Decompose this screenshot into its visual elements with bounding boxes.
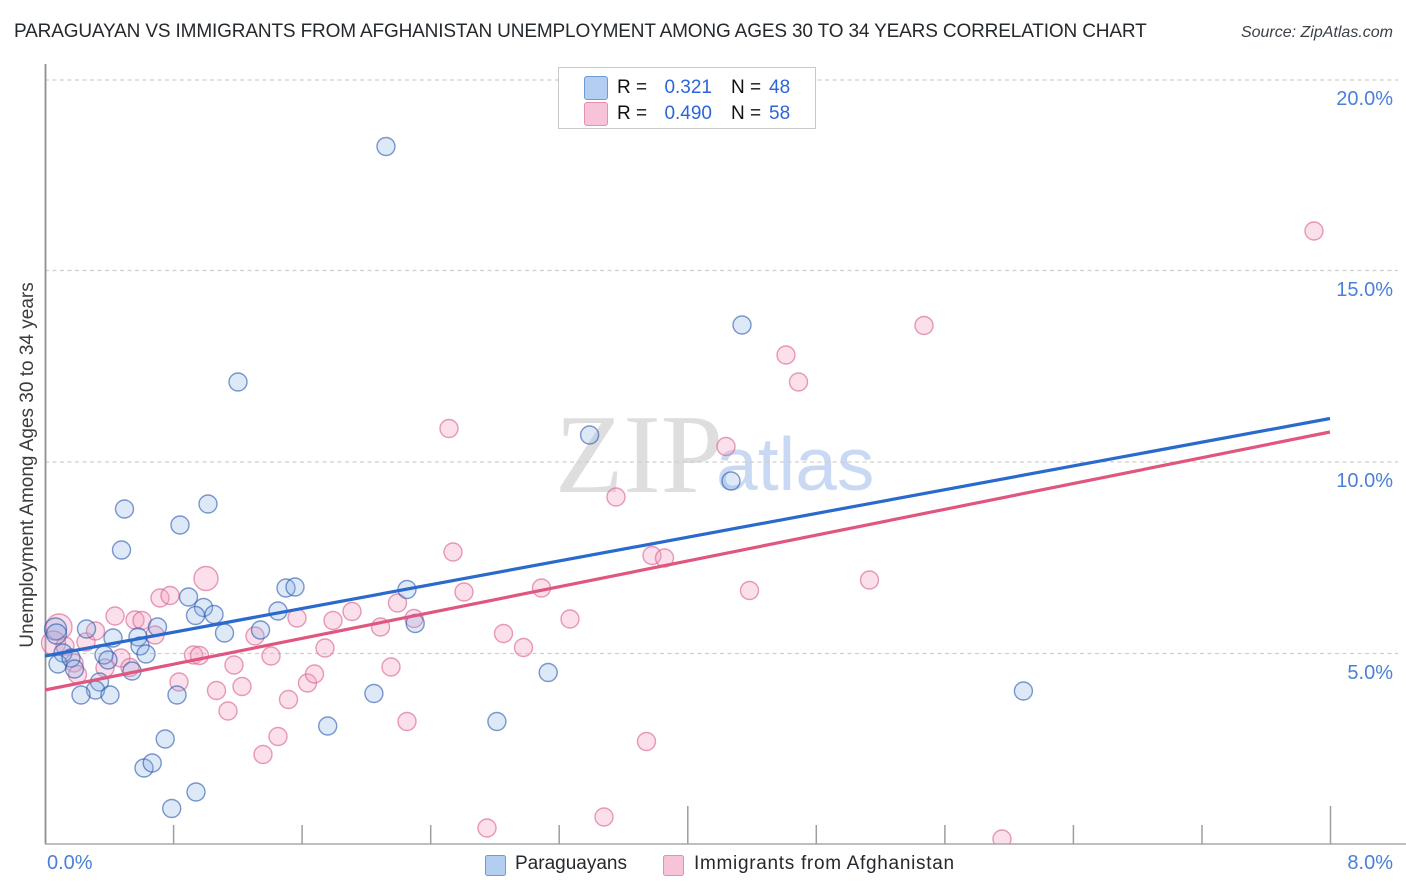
svg-text:ZIP: ZIP <box>555 393 723 517</box>
svg-text:atlas: atlas <box>716 422 874 506</box>
